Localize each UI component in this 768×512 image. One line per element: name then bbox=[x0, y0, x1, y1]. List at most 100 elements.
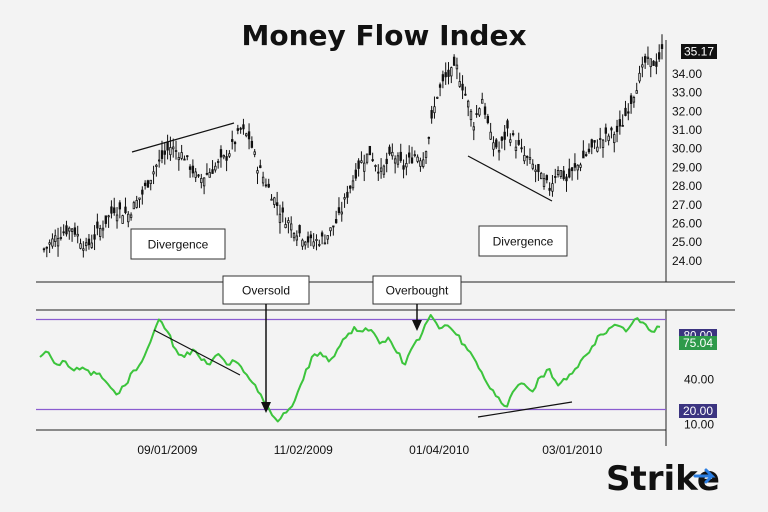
price-bar-body bbox=[90, 242, 93, 248]
price-tick-labels: 24.00 25.00 26.00 27.00 28.00 29.00 30.00 31.00… bbox=[672, 67, 702, 268]
overbought-arrow-head bbox=[412, 320, 422, 331]
price-bar-body bbox=[624, 107, 627, 116]
price-bar-body bbox=[475, 113, 478, 115]
price-bar-body bbox=[239, 127, 242, 130]
price-bar-body bbox=[568, 168, 571, 178]
price-bar-body bbox=[320, 232, 324, 237]
price-bar-body bbox=[486, 115, 490, 124]
price-bar-body bbox=[607, 135, 610, 142]
price-bar-body bbox=[559, 170, 563, 177]
price-bar-body bbox=[270, 198, 273, 201]
divergence-annotation-left: Divergence bbox=[130, 122, 235, 260]
price-bar-body bbox=[121, 215, 124, 224]
price-bar-body bbox=[483, 106, 487, 115]
price-bar-body bbox=[562, 170, 565, 180]
price-bar-body bbox=[582, 150, 585, 159]
price-bar-body bbox=[332, 225, 335, 228]
price-bar-body bbox=[214, 165, 217, 171]
price-bar-body bbox=[253, 151, 256, 155]
price-bar-body bbox=[497, 150, 501, 153]
price-bar-body bbox=[315, 239, 318, 241]
price-bar-body bbox=[205, 172, 209, 175]
price-tick-label: 24.00 bbox=[672, 254, 702, 268]
price-tick-label: 29.00 bbox=[672, 160, 702, 174]
price-bar-body bbox=[118, 202, 122, 210]
price-bar-body bbox=[275, 202, 279, 206]
divergence-annotation-right: Divergence bbox=[467, 155, 568, 257]
price-bar-body bbox=[202, 177, 206, 187]
price-bar-body bbox=[436, 96, 439, 99]
mfi-panel-frame bbox=[36, 309, 735, 446]
divergence-trendline-right bbox=[467, 155, 553, 202]
price-bar-body bbox=[56, 237, 60, 247]
price-bar-body bbox=[441, 74, 445, 82]
price-bar-body bbox=[503, 131, 506, 140]
price-bar-body bbox=[93, 234, 96, 240]
price-bar-body bbox=[520, 147, 523, 150]
date-tick-label: 03/01/2010 bbox=[542, 443, 602, 457]
price-bar-body bbox=[638, 72, 641, 82]
price-bar-body bbox=[110, 206, 113, 214]
price-bar-body bbox=[405, 163, 408, 168]
price-bar-body bbox=[410, 157, 414, 164]
price-bar-body bbox=[599, 138, 602, 140]
price-bar-body bbox=[54, 235, 57, 242]
price-bar-body bbox=[250, 140, 254, 148]
price-bar-body bbox=[402, 165, 405, 170]
price-bar-body bbox=[610, 127, 613, 131]
price-bar-body bbox=[444, 72, 447, 78]
price-bar-body bbox=[304, 241, 307, 246]
price-bar-body bbox=[452, 56, 456, 66]
price-bar-body bbox=[284, 224, 287, 229]
price-bar-body bbox=[481, 98, 484, 104]
price-bar-body bbox=[464, 93, 467, 96]
price-bar-body bbox=[467, 100, 470, 108]
price-bar-body bbox=[152, 171, 155, 175]
mfi-trendline-left bbox=[153, 329, 241, 376]
price-bar-body bbox=[259, 165, 262, 169]
price-bar-body bbox=[627, 111, 630, 114]
price-bar-body bbox=[573, 163, 577, 168]
price-bar-body bbox=[323, 242, 327, 245]
price-bar-body bbox=[188, 166, 192, 170]
price-bar-body bbox=[334, 219, 338, 224]
oversold-label: Oversold bbox=[242, 284, 290, 298]
current-mfi-badge-bg bbox=[679, 336, 717, 350]
price-bar-body bbox=[584, 154, 588, 156]
price-bars bbox=[42, 34, 664, 258]
price-bar-body bbox=[264, 184, 268, 187]
price-bar-body bbox=[632, 97, 636, 103]
price-bar-body bbox=[357, 160, 360, 169]
price-bar-body bbox=[351, 180, 355, 189]
price-bar-body bbox=[537, 163, 540, 173]
price-tick-label: 28.00 bbox=[672, 179, 702, 193]
price-bar-body bbox=[545, 175, 548, 181]
price-bar-body bbox=[115, 214, 119, 222]
price-bar-body bbox=[514, 146, 518, 151]
date-tick-label: 09/01/2009 bbox=[137, 443, 197, 457]
price-bar-body bbox=[615, 125, 619, 133]
price-bar-body bbox=[186, 155, 189, 158]
price-bar-body bbox=[469, 110, 473, 121]
price-bar-body bbox=[211, 169, 214, 174]
price-bar-body bbox=[354, 169, 357, 179]
price-bar-body bbox=[216, 161, 220, 163]
price-bar-body bbox=[565, 176, 568, 182]
price-bar-body bbox=[447, 69, 450, 77]
price-bar-body bbox=[346, 191, 349, 198]
price-bar-body bbox=[593, 140, 596, 143]
price-bar-body bbox=[658, 52, 661, 60]
price-bar-body bbox=[177, 157, 181, 161]
price-bar-body bbox=[149, 179, 152, 184]
price-bar-body bbox=[141, 189, 144, 195]
price-bar-body bbox=[604, 127, 607, 134]
price-bar-body bbox=[596, 146, 599, 152]
price-bar-body bbox=[197, 174, 200, 177]
price-bar-body bbox=[613, 134, 616, 144]
price-tick-label: 33.00 bbox=[672, 86, 702, 100]
price-bar-body bbox=[62, 231, 65, 234]
price-bar-body bbox=[231, 139, 234, 142]
price-bar-body bbox=[127, 213, 130, 223]
mfi-tick-label: 10.00 bbox=[684, 418, 714, 432]
